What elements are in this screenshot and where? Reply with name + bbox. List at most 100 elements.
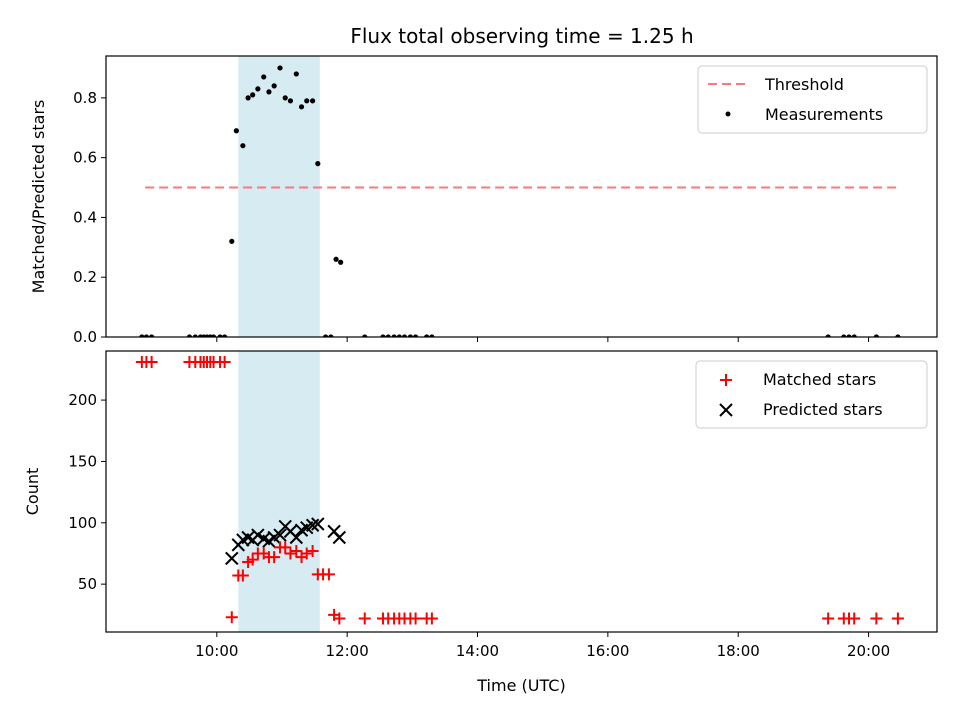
matched-star-point	[848, 612, 861, 625]
x-tick-label: 10:00	[195, 642, 238, 660]
matched-star-point	[300, 547, 313, 560]
measurement-points	[139, 65, 901, 337]
y-tick-label: 0.6	[73, 149, 97, 167]
y-tick-label: 0.0	[73, 328, 97, 346]
measurement-point	[401, 334, 408, 337]
measurement-point	[362, 334, 368, 337]
x-tick-label: 20:00	[847, 642, 890, 660]
matched-star-point	[891, 612, 904, 625]
top-y-axis-label: Matched/Predicted stars	[29, 100, 48, 294]
predicted-star-point	[332, 530, 347, 545]
bottom-legend-box	[695, 360, 928, 429]
measurement-point	[873, 334, 879, 337]
measurement-point	[841, 334, 847, 337]
matched-star-point	[425, 612, 438, 625]
measurement-point	[277, 65, 283, 71]
measurement-point	[385, 334, 391, 337]
measurement-point	[250, 92, 256, 98]
measurement-point	[391, 334, 397, 337]
y-tick-label: 200	[68, 391, 97, 409]
bottom-panel: 50 100 150 200 10:00 12:00 14:00 16:00 18:00 20:…	[23, 350, 938, 695]
matched-stars-points	[135, 356, 904, 625]
matched-star-point	[246, 553, 259, 566]
matched-star-point	[409, 612, 422, 625]
measurement-point	[846, 334, 852, 337]
measurement-point	[412, 334, 419, 337]
measurement-point	[186, 334, 193, 337]
top-legend: Threshold Measurements	[697, 65, 928, 134]
measurement-point	[310, 98, 316, 104]
measurement-point	[222, 334, 228, 337]
measurement-point	[429, 334, 435, 337]
y-tick-label: 0.8	[73, 89, 97, 107]
matched-star-point	[322, 568, 335, 581]
matched-star-point	[284, 547, 297, 560]
legend-matched-label: Matched stars	[763, 370, 876, 389]
matched-star-point	[290, 545, 303, 558]
measurement-point	[380, 334, 386, 337]
measurement-point	[333, 256, 339, 262]
chart-title: Flux total observing time = 1.25 h	[350, 24, 693, 48]
bottom-axes-frame	[105, 350, 938, 633]
bottom-legend: Matched stars Predicted stars	[695, 360, 928, 429]
predicted-star-point	[311, 517, 325, 531]
bottom-observing-window	[238, 351, 320, 632]
legend-predicted-swatch	[719, 403, 733, 417]
x-tick-label: 18:00	[717, 642, 760, 660]
predicted-star-point	[225, 551, 239, 566]
measurement-point	[323, 334, 329, 337]
legend-predicted-marker	[719, 403, 733, 417]
bottom-x-ticks: 10:00 12:00 14:00 16:00 18:00 20:00	[195, 632, 890, 660]
measurement-point	[245, 95, 251, 101]
matched-star-point	[145, 356, 158, 369]
measurement-point	[282, 95, 288, 101]
measurement-point	[338, 259, 344, 265]
measurement-point	[328, 334, 334, 337]
measurement-point	[293, 71, 299, 77]
matched-star-point	[225, 611, 238, 624]
measurement-point	[217, 334, 223, 337]
legend-matched-swatch	[720, 374, 732, 386]
x-tick-label: 12:00	[326, 642, 369, 660]
top-axes-frame	[105, 55, 938, 338]
legend-matched-marker	[720, 374, 732, 386]
measurement-point	[240, 143, 246, 149]
measurement-point	[210, 334, 217, 337]
legend-predicted-label: Predicted stars	[763, 400, 883, 419]
bottom-y-axis-label: Count	[23, 468, 42, 516]
top-x-ticks	[216, 337, 870, 342]
measurement-point	[424, 334, 430, 337]
matched-star-point	[306, 545, 319, 558]
top-y-ticks: 0.0 0.2 0.4 0.6 0.8	[73, 89, 106, 346]
measurement-point	[287, 98, 294, 104]
measurement-point	[266, 89, 272, 95]
measurement-point	[149, 334, 155, 337]
measurement-point	[304, 98, 310, 104]
x-axis-label: Time (UTC)	[476, 676, 565, 695]
y-tick-label: 100	[68, 514, 97, 532]
top-panel: 0.00.20.40.60.8 Matched/Predicted stars …	[29, 55, 938, 346]
y-tick-label: 50	[78, 575, 97, 593]
measurement-point	[229, 238, 235, 244]
measurement-point	[298, 104, 305, 110]
measurement-point	[233, 128, 239, 134]
measurement-point	[143, 334, 150, 337]
predicted-star-point	[251, 528, 265, 542]
legend-measurements-swatch	[725, 111, 731, 117]
predicted-star-point	[289, 530, 304, 545]
matched-star-point	[218, 356, 231, 369]
legend-measurements-label: Measurements	[765, 105, 883, 124]
x-tick-label: 16:00	[586, 642, 629, 660]
measurement-point	[396, 334, 402, 337]
matched-star-point	[268, 551, 281, 564]
matched-star-point	[358, 612, 371, 625]
top-legend-box	[697, 65, 928, 134]
predicted-star-point	[273, 528, 287, 542]
measurement-point	[271, 83, 277, 89]
measurement-point	[315, 161, 321, 167]
y-tick-label: 150	[68, 452, 97, 470]
predicted-star-point	[305, 518, 320, 532]
measurement-point	[255, 86, 261, 92]
matched-star-point	[822, 612, 835, 625]
